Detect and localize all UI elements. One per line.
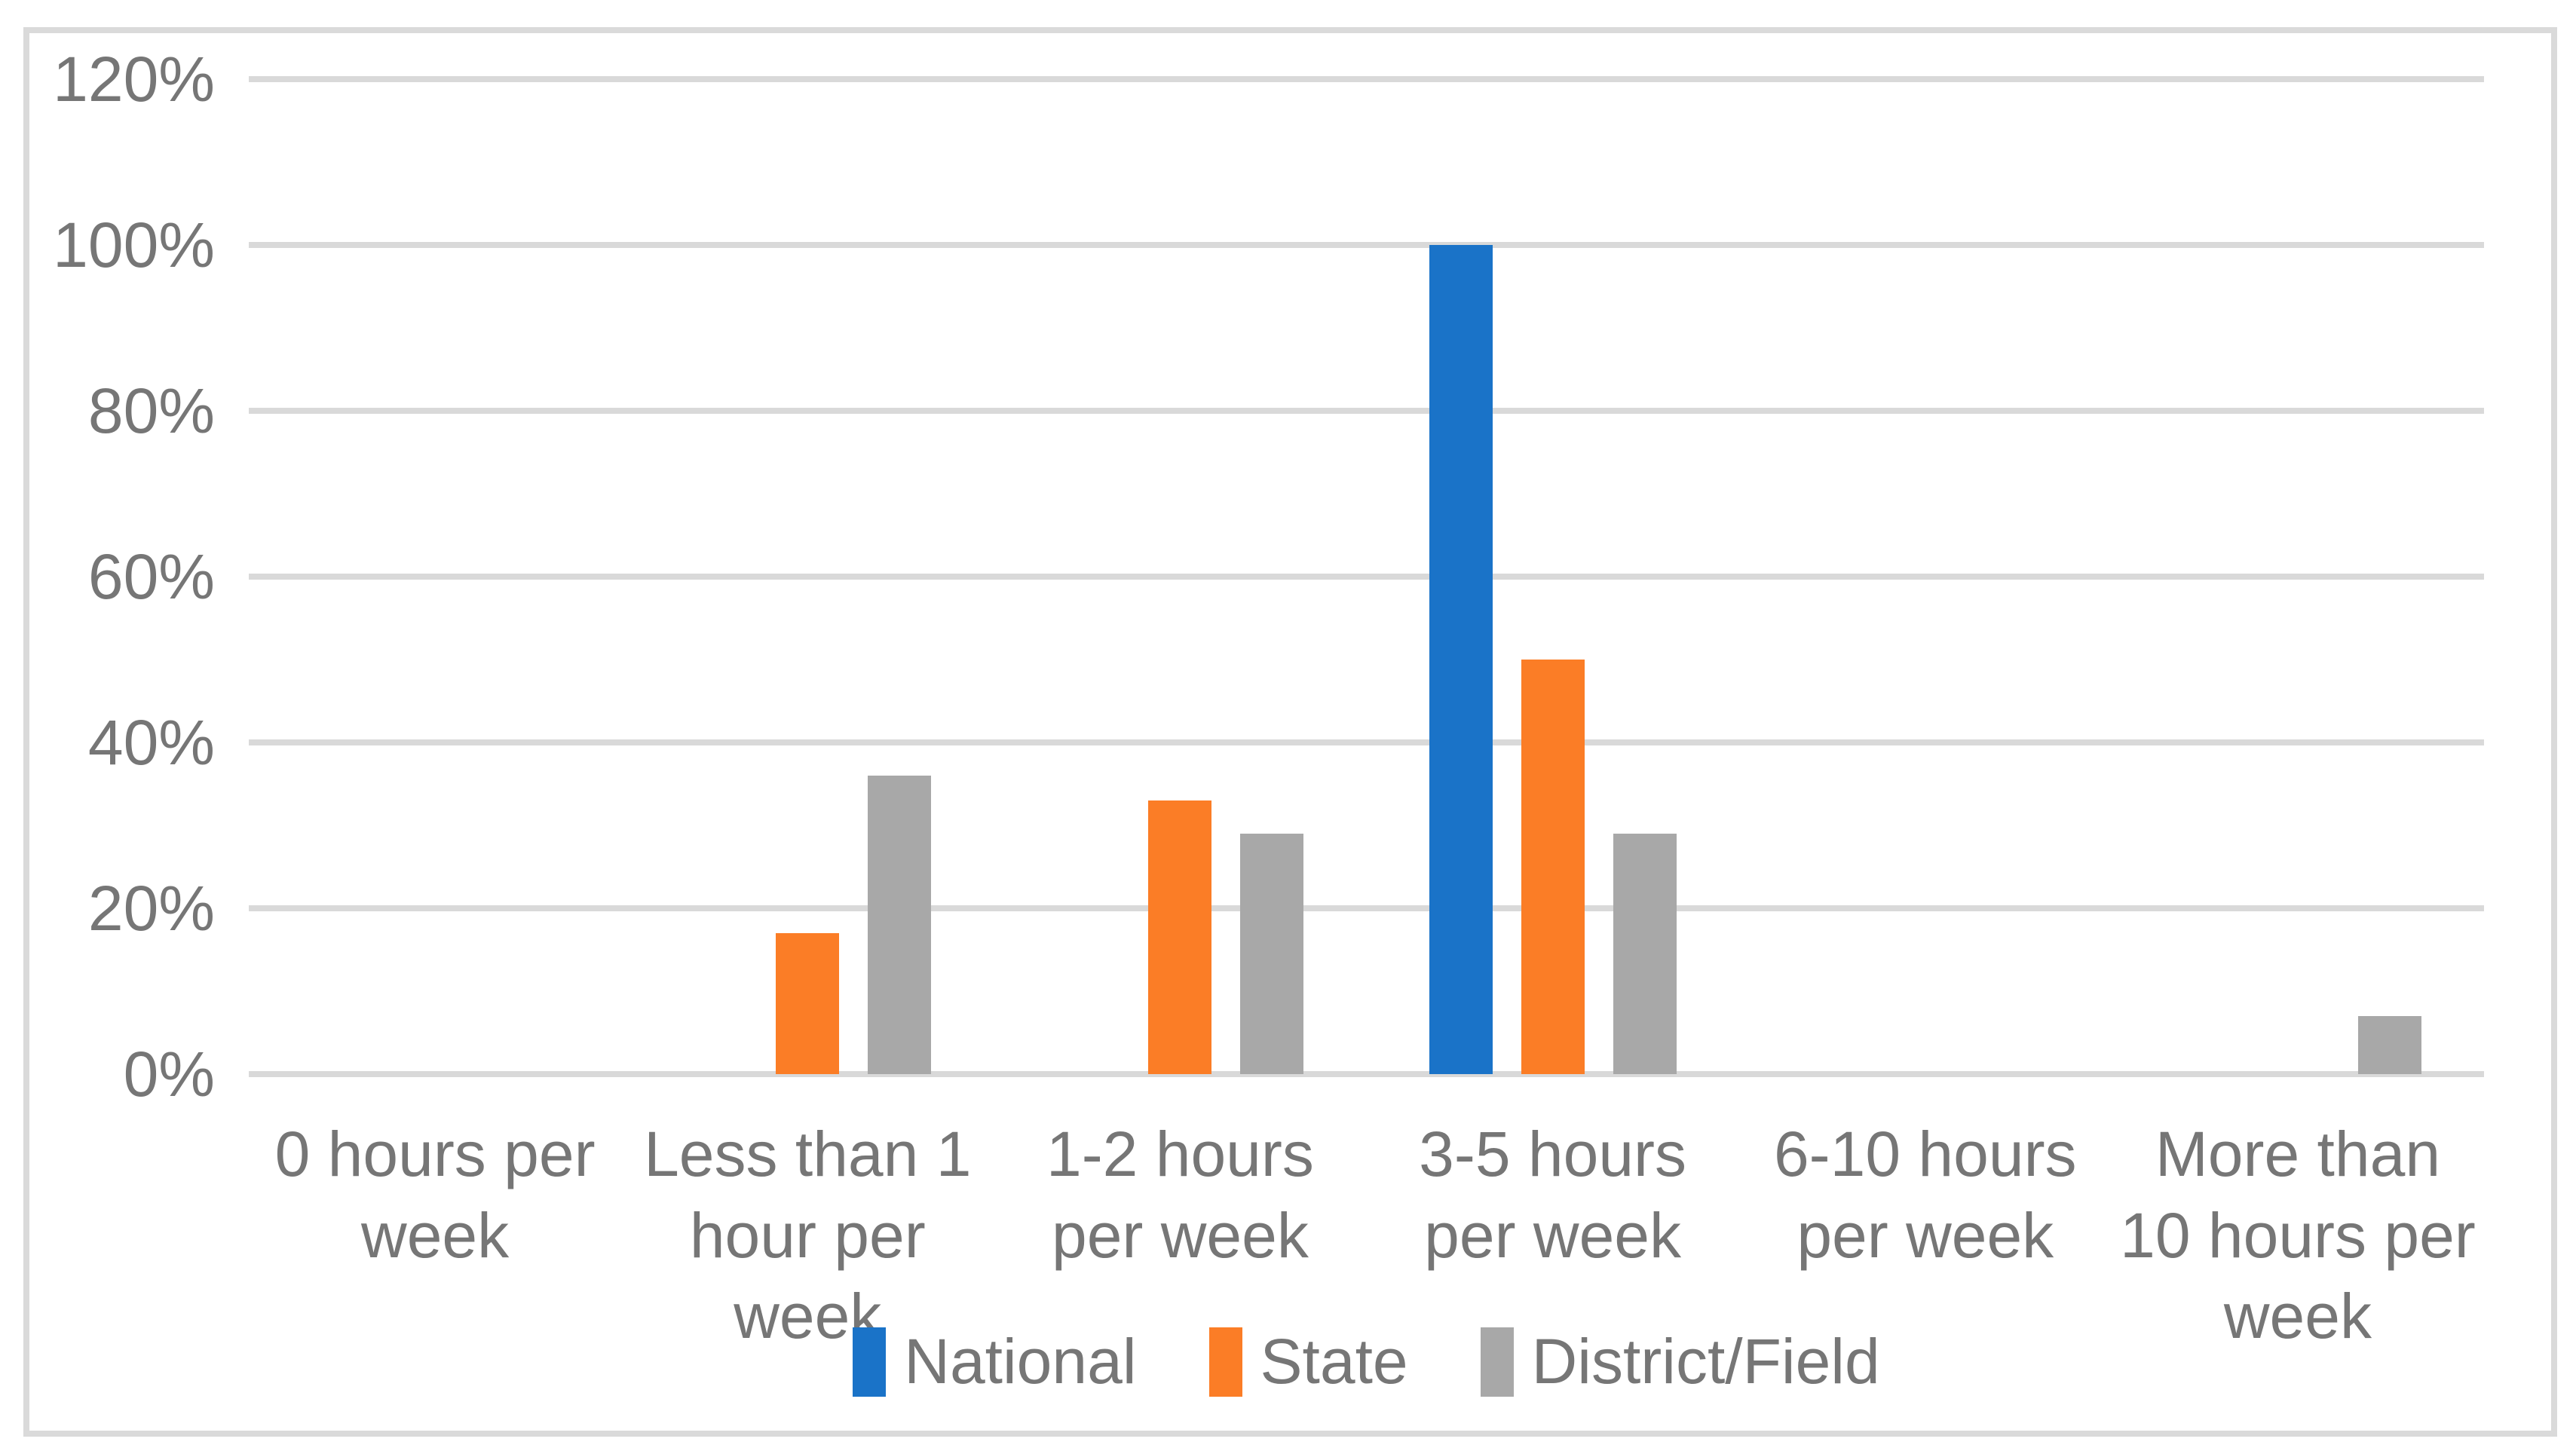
bar-group [1802, 79, 2049, 1074]
category-slot-0-hours-per-week [249, 79, 621, 1074]
bar-district-field-3-5-hours-per-week [1613, 834, 1677, 1074]
x-axis-label-1-2-hours-per-week: 1-2 hours per week [1046, 1119, 1314, 1271]
legend-item-district-field: District/Field [1480, 1325, 1880, 1398]
category-slot-6-10-hours-per-week [1739, 79, 2112, 1074]
bar-group [1429, 79, 1677, 1074]
plot-area [249, 76, 2484, 1077]
y-gridline-0 [249, 1071, 2484, 1077]
bar-group [311, 79, 559, 1074]
bar-group [684, 79, 932, 1074]
x-axis-label-0-hours-per-week: 0 hours per week [274, 1119, 596, 1271]
bar-state-3-5-hours-per-week [1521, 660, 1585, 1074]
y-gridline-120 [249, 76, 2484, 82]
legend-item-state: State [1208, 1325, 1408, 1398]
y-gridline-40 [249, 739, 2484, 745]
legend-label-district-field: District/Field [1531, 1326, 1880, 1397]
bar-district-field-more-than-10-hours-per-week [2357, 1016, 2421, 1074]
bars-layer [249, 79, 2484, 1074]
bar-state-less-than-1-hour-per-week [776, 933, 840, 1074]
y-gridline-100 [249, 242, 2484, 248]
y-gridline-60 [249, 574, 2484, 580]
bar-district-field-less-than-1-hour-per-week [868, 776, 932, 1074]
bar-group [1056, 79, 1304, 1074]
legend-label-national: National [904, 1326, 1137, 1397]
legend-item-national: National [853, 1325, 1137, 1398]
x-axis-label-3-5-hours-per-week: 3-5 hours per week [1419, 1119, 1687, 1271]
bar-national-3-5-hours-per-week [1429, 245, 1493, 1074]
x-axis-labels: 0 hours per week Less than 1 hour per wee… [249, 1114, 2484, 1358]
category-slot-more-than-10-hours-per-week [2112, 79, 2484, 1074]
legend: National State District/Field [249, 1325, 2484, 1398]
category-slot-1-2-hours-per-week [994, 79, 1366, 1074]
bar-district-field-1-2-hours-per-week [1240, 834, 1304, 1074]
x-axis-label-more-than-10-hours-per-week: More than 10 hours per week [2120, 1119, 2476, 1352]
legend-swatch-state [1208, 1327, 1242, 1397]
y-gridline-20 [249, 905, 2484, 911]
x-axis-label-less-than-1-hour-per-week: Less than 1 hour per week [644, 1119, 972, 1352]
category-slot-less-than-1-hour-per-week [621, 79, 994, 1074]
legend-swatch-district-field [1480, 1327, 1514, 1397]
x-axis-label-6-10-hours-per-week: 6-10 hours per week [1773, 1119, 2077, 1271]
legend-label-state: State [1260, 1326, 1408, 1397]
legend-swatch-national [853, 1327, 887, 1397]
bar-state-1-2-hours-per-week [1148, 800, 1212, 1074]
chart-border [23, 27, 2557, 1437]
y-gridline-80 [249, 408, 2484, 414]
bar-group [2174, 79, 2421, 1074]
category-slot-3-5-hours-per-week [1367, 79, 1739, 1074]
